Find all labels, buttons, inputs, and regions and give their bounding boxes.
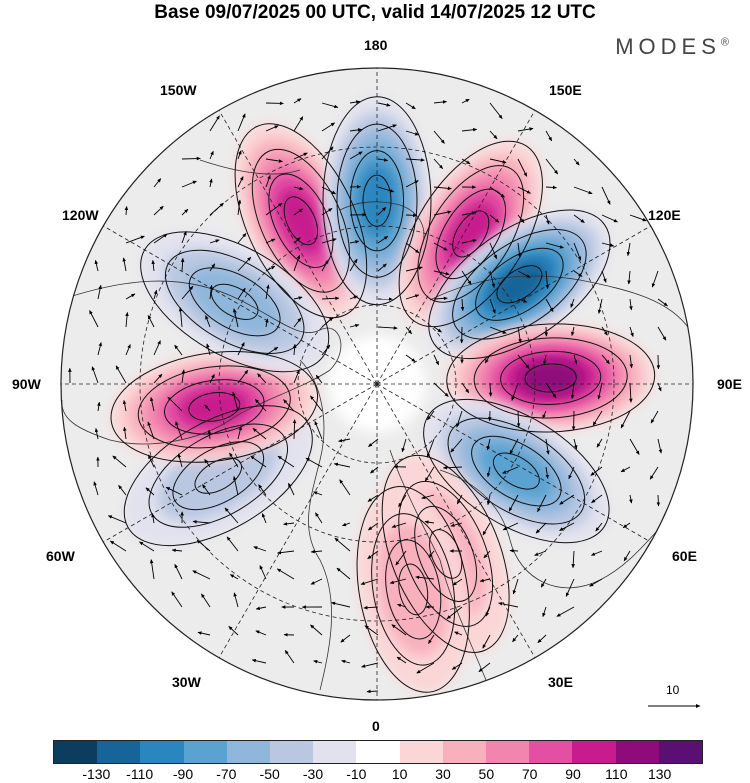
colorbar-swatch — [572, 741, 616, 763]
brand-text: MODES — [615, 34, 721, 59]
lon-label-150w: 150W — [160, 82, 197, 98]
colorbar-tick-label: -110 — [126, 766, 154, 782]
colorbar-swatch — [399, 741, 443, 763]
coastlines — [61, 159, 691, 691]
map-title: Base 09/07/2025 00 UTC, valid 14/07/2025… — [154, 2, 596, 23]
lon-label-120w: 120W — [62, 207, 99, 223]
colorbar-swatch — [97, 741, 141, 763]
colorbar — [53, 740, 703, 764]
colorbar-tick-label: -50 — [259, 766, 280, 782]
lon-label-30w: 30W — [172, 674, 201, 690]
lon-label-90e: 90E — [717, 376, 742, 392]
colorbar-swatch — [183, 741, 227, 763]
colorbar-tick-label: 130 — [647, 766, 672, 782]
colorbar-tick-label: 90 — [565, 766, 581, 782]
lon-label-120e: 120E — [648, 207, 681, 223]
colorbar-tick-label: 110 — [605, 766, 628, 782]
colorbar-swatch — [356, 741, 400, 763]
brand-mark: ® — [720, 36, 734, 49]
colorbar-swatch — [529, 741, 573, 763]
colorbar-tick-label: 30 — [435, 766, 451, 782]
colorbar-tick-label: -70 — [216, 766, 237, 782]
lon-label-180: 180 — [364, 37, 388, 53]
lon-label-30e: 30E — [548, 674, 573, 690]
colorbar-swatch — [226, 741, 271, 763]
colorbar-swatch — [140, 741, 184, 763]
lon-label-0: 0 — [372, 718, 380, 734]
colorbar-swatch — [313, 741, 357, 763]
colorbar-tick-label: -130 — [82, 766, 111, 782]
lon-label-90w: 90W — [12, 376, 41, 392]
colorbar-swatch — [54, 741, 98, 763]
wind-vectors — [68, 98, 668, 694]
lon-label-60w: 60W — [46, 548, 75, 564]
colorbar-tick-label: 10 — [391, 766, 408, 782]
lon-label-60e: 60E — [672, 548, 697, 564]
colorbar-swatch — [442, 741, 487, 763]
streamlines — [110, 96, 656, 693]
lon-label-150e: 150E — [549, 82, 582, 98]
colorbar-tick-label: -90 — [172, 766, 194, 782]
modes-logo: MODES® — [615, 34, 734, 60]
colorbar-swatch — [615, 741, 659, 763]
colorbar-tick-label: 50 — [478, 766, 495, 782]
colorbar-swatch — [486, 741, 530, 763]
colorbar-swatch — [270, 741, 314, 763]
colorbar-tick-label: 70 — [521, 766, 538, 782]
map-border — [60, 67, 694, 701]
colorbar-swatch — [658, 741, 703, 763]
reference-vector-value: 10 — [666, 683, 680, 697]
colorbar-tick-label: -10 — [346, 766, 367, 782]
colorbar-tick-label: -30 — [302, 766, 324, 782]
